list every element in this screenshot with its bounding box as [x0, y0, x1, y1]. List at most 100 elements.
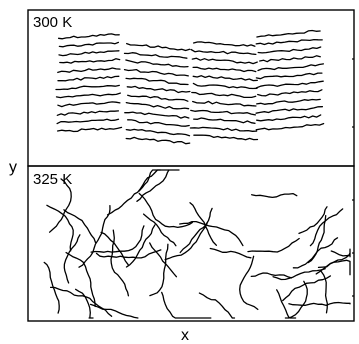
molecular-chain — [179, 220, 244, 247]
x-axis-label: x — [181, 327, 189, 344]
molecular-chain — [49, 286, 113, 317]
molecular-chain — [56, 126, 123, 133]
panel-325k-label: 325 K — [33, 171, 72, 188]
panel-300k-label: 300 K — [33, 14, 72, 31]
molecular-chain — [58, 50, 120, 57]
molecular-chain — [330, 250, 351, 258]
molecular-chain — [106, 169, 162, 216]
panel-300k-chains — [55, 29, 325, 145]
molecular-chain — [298, 206, 328, 235]
molecular-chain — [138, 169, 180, 192]
molecular-chain — [124, 111, 190, 119]
molecular-chain — [255, 80, 324, 89]
molecular-chain — [255, 38, 323, 46]
panel-325k: 325 K — [27, 165, 355, 322]
molecular-chain — [256, 98, 321, 105]
molecular-chain — [46, 204, 74, 252]
molecular-chain — [179, 207, 213, 254]
molecular-chain — [43, 261, 60, 314]
molecular-chain — [193, 134, 259, 141]
molecular-chain — [272, 268, 326, 281]
molecular-chain — [95, 249, 162, 259]
molecular-chain — [58, 41, 120, 48]
molecular-chain — [192, 100, 257, 107]
molecular-chain — [126, 85, 191, 94]
molecular-chain — [191, 91, 257, 99]
molecular-chain — [57, 75, 120, 82]
molecular-chain — [189, 126, 258, 132]
molecular-chain — [191, 57, 258, 65]
molecular-chain — [257, 63, 325, 72]
molecular-chain — [142, 213, 177, 247]
molecular-chain — [192, 66, 257, 73]
molecular-chain — [309, 208, 344, 247]
molecular-chain — [247, 237, 300, 253]
molecular-chain — [192, 75, 258, 82]
molecular-chain — [125, 136, 191, 145]
molecular-chain — [59, 58, 121, 64]
molecular-chain — [78, 204, 111, 268]
molecular-chain — [192, 82, 258, 90]
molecular-chain — [100, 231, 129, 266]
molecular-chain — [127, 94, 189, 102]
molecular-chain — [123, 52, 188, 59]
panel-325k-chains — [43, 169, 351, 319]
molecular-chain — [239, 255, 259, 311]
molecular-chain — [251, 192, 298, 199]
molecular-chain — [256, 29, 321, 38]
molecular-chain — [250, 272, 293, 279]
molecular-chain — [320, 270, 328, 314]
molecular-chain — [56, 118, 120, 125]
molecular-chain — [149, 243, 169, 297]
molecular-chain — [190, 48, 257, 56]
molecular-chain — [65, 251, 96, 308]
molecular-chain — [255, 72, 323, 80]
molecular-chain — [55, 92, 121, 99]
molecular-chain — [74, 288, 94, 319]
molecular-chain — [138, 192, 194, 229]
molecular-chain — [125, 101, 190, 110]
molecular-chain — [288, 301, 351, 307]
molecular-chain — [257, 46, 322, 54]
molecular-chain — [110, 229, 130, 297]
molecular-chain — [90, 225, 145, 253]
molecular-chain — [57, 33, 120, 40]
molecular-chain — [198, 292, 236, 319]
panel-325k-frame — [27, 165, 355, 322]
molecular-chain — [55, 84, 120, 91]
molecular-chain — [256, 114, 322, 122]
panel-300k: 300 K — [27, 9, 355, 167]
molecular-chain — [89, 303, 139, 319]
molecular-chain — [125, 128, 191, 137]
molecular-chain — [126, 42, 191, 52]
molecular-chain — [161, 291, 212, 319]
molecular-chain — [189, 202, 218, 246]
molecular-chain — [255, 106, 324, 114]
molecular-chain — [315, 248, 351, 275]
molecular-chain — [125, 224, 156, 268]
molecular-chain — [56, 110, 120, 116]
molecular-chain — [255, 122, 325, 131]
molecular-chain — [317, 259, 351, 276]
molecular-chain — [123, 68, 189, 77]
molecular-chain — [164, 221, 209, 261]
molecular-chain — [193, 117, 256, 124]
molecular-chain — [282, 275, 332, 302]
molecular-chain — [63, 234, 81, 284]
molecular-chain — [63, 209, 97, 244]
molecular-chain — [192, 41, 256, 47]
molecular-chain — [276, 289, 297, 319]
molecular-chain — [149, 242, 178, 278]
molecular-chain — [57, 67, 121, 74]
molecular-chain — [209, 247, 252, 259]
molecular-chain — [127, 119, 190, 127]
molecular-chain — [307, 215, 327, 264]
molecular-chain — [259, 55, 321, 63]
molecular-chain — [190, 109, 257, 116]
molecular-chain — [125, 77, 189, 86]
molecular-chain — [257, 89, 323, 97]
molecular-chain — [48, 178, 72, 233]
molecular-chain — [57, 101, 121, 108]
y-axis-label: y — [9, 159, 17, 176]
